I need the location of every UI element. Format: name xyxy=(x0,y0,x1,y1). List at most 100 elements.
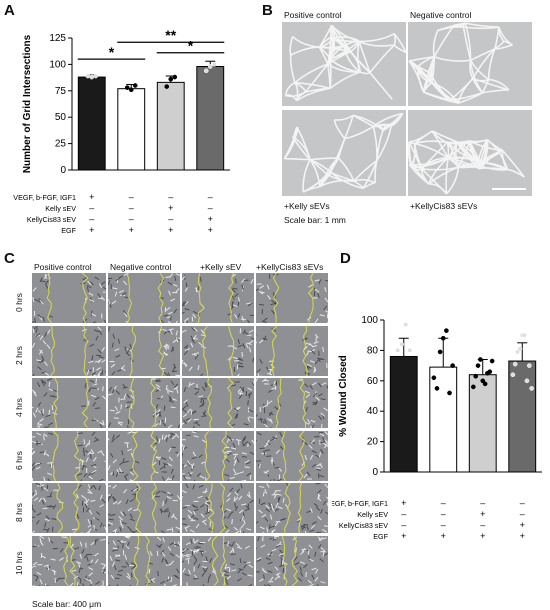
cell-texture xyxy=(310,507,313,513)
cell-texture xyxy=(134,546,140,549)
cell-texture xyxy=(102,420,105,426)
cell-texture xyxy=(38,349,43,355)
cell-texture xyxy=(192,310,198,314)
cell-texture xyxy=(231,519,233,525)
cell-texture xyxy=(39,450,45,453)
tube-segment xyxy=(329,58,361,73)
cell-texture xyxy=(199,404,204,408)
cell-texture xyxy=(263,408,266,414)
cell-texture xyxy=(318,431,324,434)
cell-texture xyxy=(43,274,48,280)
cell-texture xyxy=(42,497,47,503)
cell-texture xyxy=(266,454,272,457)
tube-segment xyxy=(482,89,509,94)
cell-texture xyxy=(279,445,285,450)
cell-texture xyxy=(94,539,97,545)
cell-texture xyxy=(48,422,54,426)
cell-texture xyxy=(112,433,115,439)
cell-texture xyxy=(44,452,50,457)
cell-texture xyxy=(59,556,64,561)
tube-segment xyxy=(302,185,320,193)
wound-edge-outline xyxy=(228,325,235,376)
cell-texture xyxy=(112,287,118,290)
wound-image xyxy=(182,535,254,586)
cell-texture xyxy=(182,548,187,552)
cell-texture xyxy=(111,561,115,567)
cell-texture xyxy=(127,572,131,577)
condition-sign: + xyxy=(401,531,406,541)
cell-texture xyxy=(102,568,106,573)
cell-texture xyxy=(198,484,204,488)
cell-texture xyxy=(241,571,247,576)
cell-texture xyxy=(131,565,136,569)
cell-texture xyxy=(86,369,90,375)
cell-texture xyxy=(126,442,129,448)
cell-texture xyxy=(232,356,238,359)
condition-sign: + xyxy=(89,192,94,202)
tube-segment xyxy=(305,87,331,93)
tube-segment xyxy=(431,130,448,144)
cell-texture xyxy=(191,504,197,508)
wound-edge-outline xyxy=(56,483,64,533)
cell-texture xyxy=(248,491,251,497)
cell-texture xyxy=(195,523,200,529)
cell-texture xyxy=(80,478,82,481)
cell-texture xyxy=(157,397,163,400)
cell-texture xyxy=(32,493,37,498)
cell-texture xyxy=(249,499,254,504)
cell-texture xyxy=(125,351,131,356)
cell-texture xyxy=(185,282,188,288)
cell-texture xyxy=(89,578,93,584)
cell-texture xyxy=(184,526,188,532)
y-tick-label: 100 xyxy=(49,59,66,70)
cell-texture xyxy=(111,370,116,375)
cell-texture xyxy=(246,528,252,531)
cell-texture xyxy=(36,519,40,525)
condition-sign: + xyxy=(168,225,173,235)
tube-segment xyxy=(294,81,331,90)
cell-texture xyxy=(108,422,112,428)
cell-texture xyxy=(95,335,99,341)
cell-texture xyxy=(201,565,207,568)
tube-segment xyxy=(285,91,306,98)
cell-texture xyxy=(193,434,199,438)
panel-c-col-kellycis83: +KellyCis83 sEVs xyxy=(256,262,324,272)
cell-texture xyxy=(322,500,327,506)
cell-texture xyxy=(161,475,166,481)
cell-texture xyxy=(168,290,172,296)
wound-texture xyxy=(182,273,254,323)
cell-texture xyxy=(126,347,131,353)
cell-texture xyxy=(98,283,102,289)
condition-label: Kelly sEV xyxy=(357,510,388,519)
cell-texture xyxy=(269,551,273,557)
cell-texture xyxy=(120,404,122,410)
cell-texture xyxy=(268,502,272,508)
tube-segment xyxy=(284,157,311,161)
cell-texture xyxy=(115,434,121,439)
cell-texture xyxy=(309,342,314,347)
y-tick-label: 80 xyxy=(367,345,379,356)
cell-texture xyxy=(317,543,322,549)
cell-texture xyxy=(96,373,101,376)
cell-texture xyxy=(100,371,102,376)
data-point xyxy=(172,74,178,80)
cell-texture xyxy=(321,536,327,540)
cell-texture xyxy=(233,453,237,459)
tube-segment xyxy=(372,112,403,128)
cell-texture xyxy=(42,507,48,510)
wound-texture xyxy=(256,483,328,533)
cell-texture xyxy=(258,303,265,306)
cell-texture xyxy=(185,417,191,421)
cell-texture xyxy=(259,285,265,289)
cell-texture xyxy=(118,275,124,279)
cell-texture xyxy=(235,413,239,419)
cell-texture xyxy=(304,383,309,388)
cell-texture xyxy=(183,474,187,480)
cell-texture xyxy=(121,540,127,543)
cell-texture xyxy=(256,368,261,373)
network-texture xyxy=(408,130,525,195)
cell-texture xyxy=(269,525,275,529)
cell-texture xyxy=(256,378,259,383)
cell-texture xyxy=(310,440,316,444)
cell-texture xyxy=(229,476,235,479)
